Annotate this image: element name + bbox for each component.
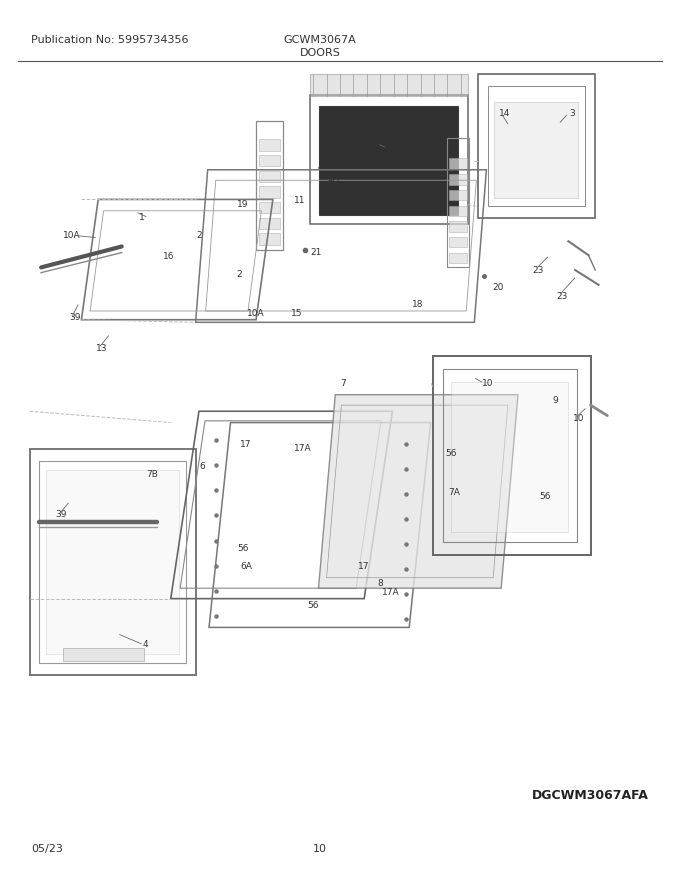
Bar [449, 158, 467, 169]
Text: Publication No: 5995734356: Publication No: 5995734356 [31, 34, 188, 45]
Bar [449, 190, 467, 201]
Bar [449, 174, 467, 185]
Text: 10: 10 [482, 379, 494, 388]
Text: 7: 7 [341, 379, 346, 388]
Text: 17: 17 [358, 562, 369, 571]
Bar [447, 138, 469, 268]
Text: 7A: 7A [448, 488, 460, 497]
Text: 8: 8 [377, 579, 383, 589]
Text: 10A: 10A [63, 231, 80, 239]
Text: 4: 4 [142, 641, 148, 649]
Text: 05/23: 05/23 [31, 844, 63, 854]
Bar [449, 237, 467, 247]
Text: 16: 16 [163, 253, 175, 261]
Text: 17A: 17A [381, 588, 399, 597]
Bar [30, 449, 197, 675]
Bar [488, 86, 585, 207]
Text: 5: 5 [317, 161, 323, 170]
Bar [310, 74, 468, 96]
Text: 2: 2 [196, 231, 202, 239]
Text: 10: 10 [313, 844, 327, 854]
Text: 13: 13 [96, 344, 107, 353]
Polygon shape [318, 394, 518, 588]
Text: 23: 23 [532, 266, 544, 275]
Text: 20: 20 [492, 283, 503, 292]
Text: 39: 39 [56, 510, 67, 518]
Bar [63, 649, 144, 661]
Text: 11: 11 [294, 195, 305, 205]
Text: 14: 14 [499, 108, 510, 118]
Text: GCWM3067A: GCWM3067A [284, 34, 356, 45]
Bar [451, 382, 568, 532]
Bar [258, 139, 280, 150]
Text: 56: 56 [445, 449, 456, 458]
Bar [432, 356, 590, 555]
Text: DOORS: DOORS [299, 48, 340, 58]
Text: 6: 6 [199, 462, 205, 471]
Bar [258, 233, 280, 245]
Bar [258, 202, 280, 213]
Text: 3: 3 [569, 108, 575, 118]
Text: 56: 56 [237, 545, 248, 554]
Bar [318, 106, 458, 215]
Bar [46, 470, 179, 655]
Bar [310, 95, 468, 224]
Text: 10: 10 [573, 414, 584, 422]
Text: 5A: 5A [327, 174, 339, 183]
Bar [258, 217, 280, 229]
Text: 15: 15 [290, 309, 302, 318]
Text: 39: 39 [69, 313, 80, 322]
Bar [477, 74, 595, 217]
Text: 17A: 17A [294, 444, 312, 453]
Text: 19: 19 [237, 200, 248, 209]
Bar [494, 102, 579, 198]
Text: 2: 2 [237, 270, 242, 279]
Bar [258, 155, 280, 166]
Bar [258, 187, 280, 198]
Text: 56: 56 [539, 492, 551, 501]
Text: 1: 1 [139, 213, 145, 223]
Text: 9: 9 [552, 396, 558, 406]
Text: 17: 17 [240, 440, 252, 449]
Bar [256, 121, 283, 250]
Text: 18: 18 [411, 300, 423, 310]
Text: 7B: 7B [146, 471, 158, 480]
Bar [449, 221, 467, 231]
Text: DGCWM3067AFA: DGCWM3067AFA [532, 788, 649, 802]
Text: 56: 56 [307, 601, 319, 610]
Bar [449, 206, 467, 216]
Text: 12: 12 [375, 139, 386, 148]
Text: 21: 21 [311, 248, 322, 257]
Text: 23: 23 [556, 291, 567, 301]
Bar [443, 370, 577, 542]
Text: 6A: 6A [240, 562, 252, 571]
Bar [39, 461, 186, 664]
Text: 10A: 10A [248, 309, 265, 318]
Bar [258, 171, 280, 182]
Bar [449, 253, 467, 263]
